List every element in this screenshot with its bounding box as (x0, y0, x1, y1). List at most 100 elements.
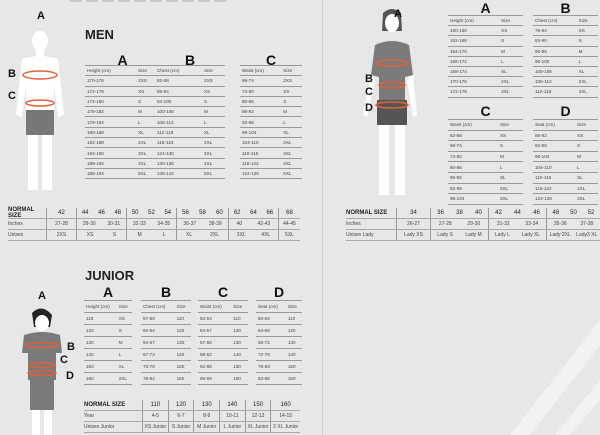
size-group: 27-28 (46, 219, 76, 229)
column-header: Waist (cm) (448, 119, 498, 131)
table-row: 90-96 M (533, 46, 598, 57)
size-value: 36 (437, 210, 444, 216)
table-cell: 86-92 (533, 130, 576, 142)
table-cell: 92-98 (448, 183, 498, 195)
column-header: Chest (cm) (141, 300, 175, 313)
men-size-table-c: Waist (cm) Size 68-74 2XS 74-80 XS 80-86 S 86-92… (240, 64, 302, 180)
table-cell: 60-64 (141, 324, 175, 337)
table-cell: M (116, 336, 132, 349)
size-group: XL 2XL (176, 230, 228, 240)
size-group: 36-37 38-39 (176, 219, 228, 229)
row-label: Unisex (8, 232, 24, 238)
table-row: 80-86 S (240, 96, 302, 108)
table-row: 78-82 160 (141, 372, 191, 385)
table-cell: 124-130 (155, 147, 203, 159)
junior-table-letter-d: D (273, 284, 285, 300)
junior-table-letter-a: A (102, 284, 114, 300)
table-cell: XL (136, 127, 160, 139)
table-cell: 150 (174, 360, 191, 373)
size-value: 31-32 (496, 221, 510, 227)
table-cell: M (136, 106, 160, 118)
table-cell: 92-98 (240, 116, 282, 128)
table-cell: 100-106 (155, 106, 203, 118)
size-group: S Junior (167, 422, 194, 432)
junior-figure-letter-c: C (60, 354, 68, 366)
size-group: 110 (142, 400, 168, 410)
size-value: Lady XS (404, 232, 423, 238)
table-cell: 78-83 (256, 360, 286, 373)
table-cell: XL (576, 66, 598, 78)
table-cell: 82-88 (155, 75, 203, 87)
table-cell: 58-62 (198, 348, 232, 361)
size-group: 29-30 30-31 (76, 219, 126, 229)
women-size-table-a: Height (cm) Size 160-166 XS 162-168 S 164-170 M… (448, 14, 523, 98)
column-header: Size (202, 64, 225, 77)
table-row: 68-74 2XS (240, 75, 302, 87)
row-label: Unisex Lady (346, 232, 374, 238)
table-cell: 140 (84, 348, 117, 361)
size-group: 6-7 (167, 411, 194, 421)
normal-size-row-inches: Inches 27-28 29-30 30-31 32-33 34-35 36-37 38-3… (8, 219, 300, 230)
men-figure-letter-a: A (37, 10, 45, 22)
table-row: 53-54 110 (198, 312, 248, 325)
size-value: 54 (164, 210, 172, 216)
table-cell: XL (497, 172, 523, 184)
table-cell: 98-104 (448, 193, 498, 205)
table-cell: 68-74 (448, 140, 498, 152)
table-row: 168-174 XL (448, 66, 523, 78)
normal-size-row-inches: Year 4-5 6-7 8-9 10-11 12-13 14-15 (84, 411, 300, 422)
table-row: 106-112 L (155, 116, 225, 128)
table-row: 178-184 L (85, 116, 160, 128)
table-cell: 5XL (202, 168, 225, 180)
table-row: 98-104 3XL (448, 193, 523, 205)
table-cell: 136-142 (155, 168, 203, 180)
women-size-table-d: Seat (cm) Size 86-92 XS 92-98 S 98-104 M 104-110… (533, 119, 598, 205)
table-row: 172-178 3XL (448, 86, 523, 98)
table-cell: S (499, 35, 523, 47)
table-row: 166-172 L (448, 56, 523, 67)
size-value: 37-38 (580, 221, 594, 227)
column-header: Chest (cm) (155, 64, 203, 77)
table-cell: 160 (84, 372, 117, 385)
table-cell: 130 (84, 336, 117, 349)
size-group: XS S (76, 230, 126, 240)
table-cell: XL (202, 127, 225, 139)
size-group: 160 (270, 400, 300, 410)
column-header: Size (497, 119, 523, 131)
table-row: 110 XS (84, 312, 132, 325)
size-group: 42 (46, 208, 76, 218)
table-row: 98-104 XL (240, 127, 302, 139)
table-row: 84-90 S (533, 35, 598, 47)
table-cell: 54-57 (198, 324, 232, 337)
size-value: 2XS (56, 232, 67, 238)
size-group: 8-9 (193, 411, 219, 421)
table-row: 180-186 XL (85, 127, 160, 139)
table-cell: 110-116 (533, 172, 576, 184)
table-cell: XS (576, 25, 598, 37)
table-cell: 78-82 (141, 372, 175, 385)
table-row: 60-64 110 (256, 312, 302, 325)
table-cell: 84-90 (533, 35, 577, 47)
size-value: 46 (98, 210, 105, 216)
table-cell: 178-184 (85, 116, 137, 128)
size-group: 4-5 (142, 411, 168, 421)
size-value: XS Junior (144, 424, 167, 430)
table-cell: 74-80 (448, 151, 498, 163)
junior-figure-letter-a: A (38, 290, 46, 302)
table-cell: 2XS (281, 75, 302, 87)
size-value: 36-37 (183, 221, 197, 227)
women-table-letter-c: C (480, 103, 491, 119)
table-cell: 3XL (499, 86, 523, 98)
table-cell: 2XL (497, 183, 523, 195)
table-cell: M (499, 46, 523, 57)
size-value: 52 (587, 210, 595, 216)
normal-size-row-sizes: NORMAL SIZE 110 120 130 140 150 160 (84, 400, 300, 411)
column-header: Height (cm) (85, 64, 137, 77)
table-row: 110-116 3XL (240, 147, 302, 159)
table-row: 57-58 130 (198, 336, 248, 349)
table-cell: 166-172 (448, 56, 500, 67)
size-group: 42 44 46 (488, 208, 546, 218)
table-row: 100-106 XL (533, 66, 598, 78)
table-cell: 130 (231, 336, 248, 349)
table-cell: 57-60 (141, 312, 175, 325)
